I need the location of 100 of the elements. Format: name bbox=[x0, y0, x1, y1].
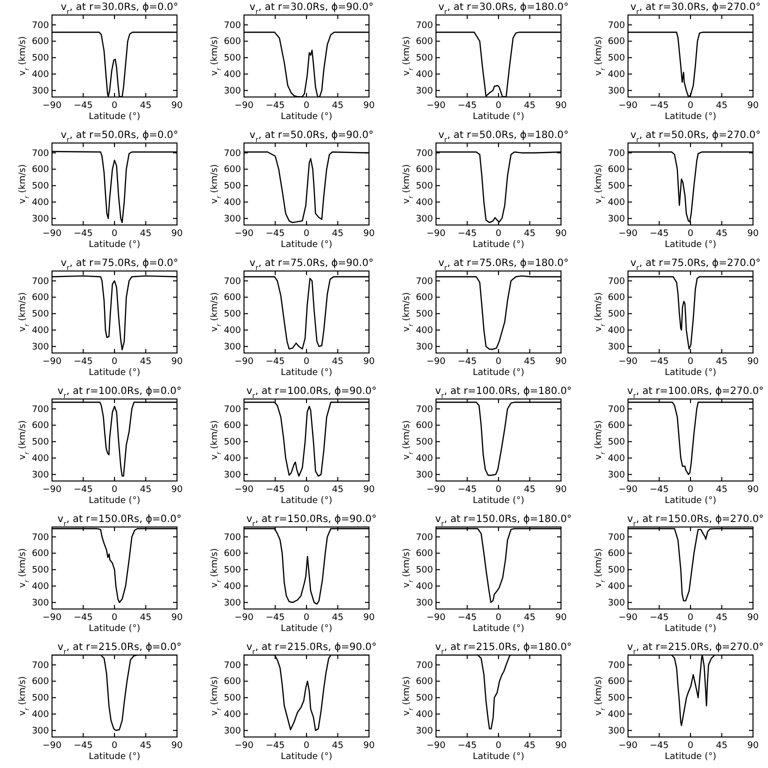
chart-title: v$_{r}$, at r=100.0Rs, ϕ=180.0° bbox=[435, 386, 572, 400]
y-tick-label: 700 bbox=[32, 404, 50, 415]
y-tick-label: 400 bbox=[224, 710, 242, 720]
y-tick-label: 400 bbox=[608, 710, 626, 720]
x-axis-title: Latitude (°) bbox=[280, 112, 332, 122]
x-tick-label: 0 bbox=[688, 485, 694, 495]
x-tick-label: 90 bbox=[363, 741, 375, 751]
x-tick-label: −45 bbox=[266, 229, 285, 239]
y-tick-label: 400 bbox=[32, 326, 50, 336]
chart-title: v$_{r}$, at r=75.0Rs, ϕ=270.0° bbox=[630, 258, 761, 272]
x-axis-title: Latitude (°) bbox=[280, 752, 332, 762]
y-tick-label: 600 bbox=[32, 293, 50, 304]
x-tick-label: 45 bbox=[524, 485, 536, 495]
y-tick-label: 300 bbox=[32, 86, 50, 96]
x-tick-label: 0 bbox=[496, 357, 502, 367]
x-axis-title: Latitude (°) bbox=[664, 496, 716, 506]
chart-title: v$_{r}$, at r=75.0Rs, ϕ=180.0° bbox=[438, 258, 569, 272]
x-tick-label: 90 bbox=[747, 101, 759, 111]
y-tick-label: 700 bbox=[416, 660, 434, 671]
x-tick-label: 0 bbox=[304, 357, 310, 367]
x-tick-label: 0 bbox=[112, 485, 118, 495]
y-tick-label: 300 bbox=[608, 214, 626, 224]
x-tick-label: 0 bbox=[304, 485, 310, 495]
y-tick-label: 600 bbox=[608, 37, 626, 48]
y-tick-label: 600 bbox=[32, 677, 50, 688]
chart-title: v$_{r}$, at r=150.0Rs, ϕ=0.0° bbox=[58, 514, 182, 528]
y-tick-label: 600 bbox=[32, 165, 50, 176]
y-tick-label: 300 bbox=[224, 214, 242, 224]
y-tick-label: 500 bbox=[608, 54, 626, 64]
x-axis-title: Latitude (°) bbox=[88, 624, 140, 634]
y-tick-label: 700 bbox=[224, 660, 242, 671]
x-tick-label: −90 bbox=[42, 613, 62, 623]
x-tick-label: 0 bbox=[688, 613, 694, 623]
y-tick-label: 600 bbox=[224, 165, 242, 176]
y-tick-label: 400 bbox=[416, 198, 434, 208]
y-tick-label: 700 bbox=[224, 404, 242, 415]
y-tick-label: 300 bbox=[608, 86, 626, 96]
y-tick-label: 600 bbox=[608, 677, 626, 688]
y-tick-label: 600 bbox=[224, 293, 242, 304]
x-axis-title: Latitude (°) bbox=[88, 240, 140, 250]
y-tick-label: 400 bbox=[608, 582, 626, 592]
x-tick-label: 90 bbox=[747, 229, 759, 239]
chart-title: v$_{r}$, at r=50.0Rs, ϕ=180.0° bbox=[438, 130, 569, 144]
chart-title: v$_{r}$, at r=100.0Rs, ϕ=270.0° bbox=[627, 386, 764, 400]
x-tick-label: 90 bbox=[363, 357, 375, 367]
y-tick-label: 300 bbox=[416, 470, 434, 480]
x-tick-label: 45 bbox=[716, 357, 728, 367]
y-tick-label: 500 bbox=[416, 182, 434, 192]
x-axis-title: Latitude (°) bbox=[88, 368, 140, 378]
x-tick-label: 45 bbox=[524, 741, 536, 751]
y-tick-label: 600 bbox=[416, 549, 434, 560]
x-tick-label: 90 bbox=[555, 357, 567, 367]
x-tick-label: 45 bbox=[524, 357, 536, 367]
y-tick-label: 400 bbox=[608, 70, 626, 80]
x-tick-label: 90 bbox=[171, 741, 183, 751]
y-tick-label: 700 bbox=[32, 660, 50, 671]
x-tick-label: 45 bbox=[140, 613, 152, 623]
x-tick-label: 0 bbox=[688, 741, 694, 751]
y-tick-label: 500 bbox=[32, 438, 50, 448]
x-tick-label: −90 bbox=[426, 101, 446, 111]
x-tick-label: 0 bbox=[496, 101, 502, 111]
x-tick-label: 90 bbox=[555, 485, 567, 495]
x-tick-label: 45 bbox=[716, 101, 728, 111]
y-tick-label: 500 bbox=[608, 310, 626, 320]
x-tick-label: 0 bbox=[304, 229, 310, 239]
x-tick-label: −90 bbox=[618, 485, 638, 495]
chart-title: v$_{r}$, at r=100.0Rs, ϕ=90.0° bbox=[246, 386, 377, 400]
x-tick-label: 0 bbox=[304, 101, 310, 111]
x-tick-label: −45 bbox=[650, 741, 669, 751]
x-tick-label: 90 bbox=[747, 613, 759, 623]
x-tick-label: −90 bbox=[234, 357, 254, 367]
y-tick-label: 500 bbox=[608, 182, 626, 192]
y-tick-label: 700 bbox=[608, 148, 626, 159]
x-tick-label: −45 bbox=[650, 229, 669, 239]
y-tick-label: 700 bbox=[416, 404, 434, 415]
y-tick-label: 600 bbox=[416, 293, 434, 304]
chart-title: v$_{r}$, at r=150.0Rs, ϕ=270.0° bbox=[627, 514, 764, 528]
x-tick-label: −90 bbox=[618, 741, 638, 751]
y-tick-label: 500 bbox=[224, 310, 242, 320]
chart-title: v$_{r}$, at r=150.0Rs, ϕ=90.0° bbox=[246, 514, 377, 528]
x-tick-label: 0 bbox=[496, 229, 502, 239]
x-axis-title: Latitude (°) bbox=[88, 752, 140, 762]
x-tick-label: 90 bbox=[555, 229, 567, 239]
y-tick-label: 400 bbox=[416, 454, 434, 464]
x-tick-label: 45 bbox=[332, 101, 344, 111]
x-tick-label: −90 bbox=[234, 613, 254, 623]
y-tick-label: 700 bbox=[224, 20, 242, 31]
x-tick-label: 45 bbox=[716, 229, 728, 239]
x-tick-label: −90 bbox=[426, 229, 446, 239]
y-tick-label: 600 bbox=[416, 677, 434, 688]
y-tick-label: 400 bbox=[32, 198, 50, 208]
y-tick-label: 300 bbox=[224, 342, 242, 352]
y-tick-label: 400 bbox=[224, 326, 242, 336]
x-tick-label: −45 bbox=[458, 485, 477, 495]
x-tick-label: −45 bbox=[74, 485, 93, 495]
y-tick-label: 300 bbox=[32, 598, 50, 608]
y-tick-label: 300 bbox=[224, 726, 242, 736]
y-tick-label: 600 bbox=[608, 421, 626, 432]
x-tick-label: −45 bbox=[458, 101, 477, 111]
x-axis-title: Latitude (°) bbox=[472, 496, 524, 506]
